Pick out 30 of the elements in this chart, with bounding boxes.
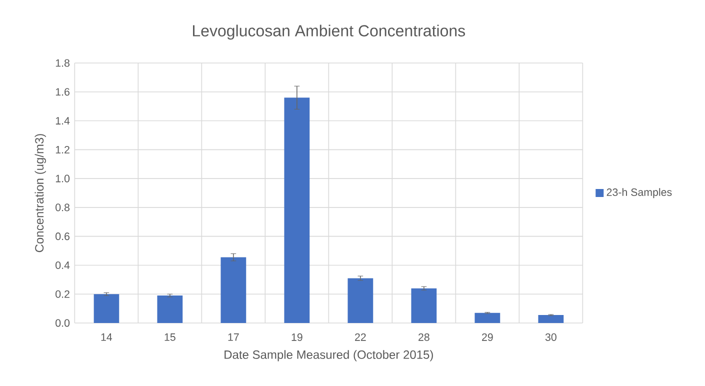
y-tick-label: 1.0 — [56, 174, 70, 182]
y-axis-title: Concentration (ug/m3) — [34, 134, 46, 252]
x-tick-label: 28 — [418, 333, 430, 341]
y-tick-label: 0.6 — [56, 232, 70, 240]
x-tick-label: 15 — [164, 333, 176, 341]
y-tick-label: 0.8 — [56, 204, 70, 212]
y-tick-label: 0.0 — [56, 319, 70, 327]
x-axis-title: Date Sample Measured (October 2015) — [224, 350, 433, 362]
bar — [348, 278, 374, 323]
x-tick-label: 30 — [545, 333, 556, 341]
y-tick-label: 1.6 — [56, 88, 70, 96]
chart-title: Levoglucosan Ambient Concentrations — [193, 24, 466, 40]
bar — [220, 257, 246, 323]
x-tick-label: 22 — [355, 333, 366, 341]
bar — [94, 294, 120, 323]
x-tick-label: 17 — [228, 333, 239, 341]
bar — [474, 312, 500, 323]
legend-label: 23-h Samples — [606, 188, 672, 198]
x-tick-label: 29 — [482, 333, 493, 341]
y-tick-label: 1.8 — [56, 59, 70, 67]
y-tick-label: 1.4 — [56, 117, 70, 124]
y-tick-label: 0.4 — [56, 261, 70, 269]
x-tick-label: 19 — [292, 333, 302, 341]
x-tick-label: 14 — [101, 333, 112, 341]
bar — [411, 288, 437, 323]
y-tick-label: 0.2 — [56, 290, 70, 298]
bar — [157, 296, 183, 323]
bar — [284, 98, 310, 323]
y-tick-label: 1.2 — [56, 146, 70, 154]
bar — [538, 315, 564, 323]
